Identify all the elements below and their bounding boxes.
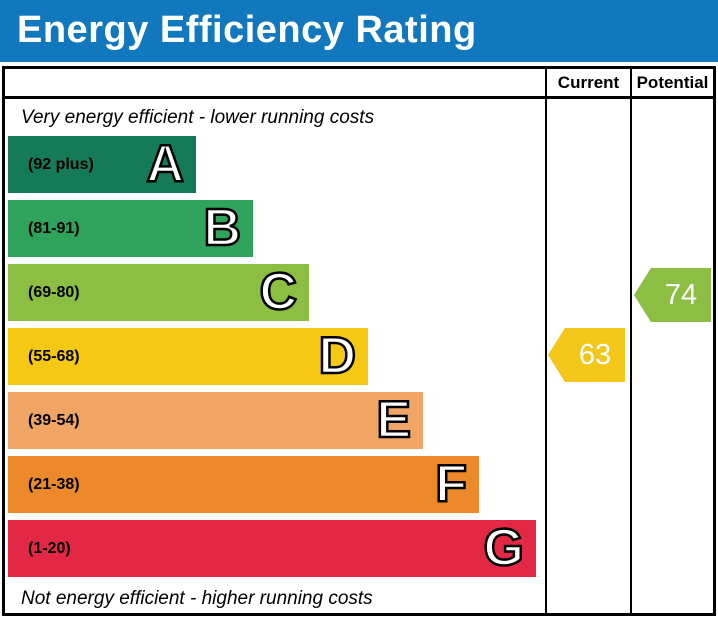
current-rating-arrow: 63 [548, 328, 625, 382]
band-row-a: (92 plus) A [5, 133, 545, 194]
current-column: 63 [545, 99, 630, 614]
band-letter: B [202, 197, 242, 257]
band-range-label: (21-38) [28, 476, 80, 493]
band-row-e: (39-54) E [5, 389, 545, 450]
page-title: Energy Efficiency Rating [17, 9, 477, 51]
bands-area: Very energy efficient - lower running co… [5, 99, 545, 614]
band-bar-f: (21-38) F [8, 453, 479, 514]
band-row-b: (81-91) B [5, 197, 545, 258]
band-row-c: (69-80) C [5, 261, 545, 322]
title-bar: Energy Efficiency Rating [0, 0, 718, 62]
band-row-f: (21-38) F [5, 453, 545, 514]
band-range-label: (92 plus) [28, 156, 94, 173]
band-range-label: (69-80) [28, 284, 80, 301]
potential-column-header: Potential [630, 69, 713, 99]
potential-rating-arrow: 74 [634, 268, 711, 322]
epc-rating-table: Current Potential Very energy efficient … [2, 66, 716, 616]
potential-column: 74 [630, 99, 713, 614]
band-bar-b: (81-91) B [8, 197, 253, 258]
band-bar-g: (1-20) G [8, 517, 536, 578]
band-bar-d: (55-68) D [8, 325, 368, 386]
band-letter: D [317, 325, 357, 386]
band-range-label: (1-20) [28, 540, 71, 557]
band-bar-e: (39-54) E [8, 389, 423, 450]
band-range-label: (81-91) [28, 220, 80, 237]
band-range-label: (39-54) [28, 412, 80, 429]
potential-rating-value: 74 [664, 279, 698, 311]
band-bar-c: (69-80) C [8, 261, 309, 322]
band-letter: A [145, 133, 185, 194]
band-bar-a: (92 plus) A [8, 133, 196, 194]
band-letter: E [375, 389, 412, 450]
band-row-d: (55-68) D [5, 325, 545, 386]
header-spacer-cell [5, 69, 545, 99]
band-range-label: (55-68) [28, 348, 80, 365]
current-column-header: Current [545, 69, 630, 99]
current-rating-value: 63 [578, 339, 612, 371]
band-letter: C [258, 261, 298, 322]
top-note: Very energy efficient - lower running co… [21, 106, 375, 128]
band-row-g: (1-20) G [5, 517, 545, 578]
band-letter: G [482, 517, 525, 578]
band-letter: F [434, 453, 468, 514]
bottom-note: Not energy efficient - higher running co… [21, 588, 373, 609]
